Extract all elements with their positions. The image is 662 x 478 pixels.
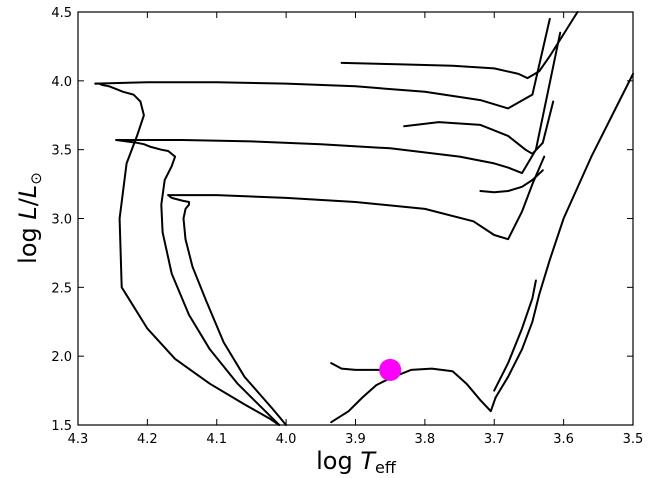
evolution-track-1 [94, 82, 281, 426]
evolution-track-5 [115, 31, 562, 175]
y-tick-label: 4.0 [51, 75, 72, 90]
x-tick-label: 4.3 [68, 432, 89, 447]
evolution-track-4 [115, 139, 281, 426]
evolution-track-2 [94, 17, 551, 110]
y-axis-label: log L/L⊙ [14, 172, 45, 264]
x-axis-label: log Teff [316, 447, 397, 477]
points-layer [379, 358, 402, 381]
y-tick-label: 3.5 [51, 144, 72, 159]
evolution-track-9 [479, 169, 544, 194]
x-tick-label: 4.2 [137, 432, 158, 447]
evolution-track-8 [167, 155, 546, 241]
x-tick-label: 3.6 [553, 432, 574, 447]
ticks-layer: 4.3 4.2 4.1 4.0 3.9 3.8 3.7 3.6 3.5 1.5 2.0 2.5 3.0 3… [51, 6, 643, 447]
evolution-track-3 [340, 11, 579, 80]
x-tick-label: 3.8 [415, 432, 436, 447]
y-tick-label: 3.0 [51, 213, 72, 228]
y-tick-label: 1.5 [51, 419, 72, 434]
plot-frame [77, 11, 634, 426]
evolution-track-10 [330, 367, 497, 424]
x-tick-label: 3.9 [345, 432, 366, 447]
evolution-track-12 [494, 72, 634, 399]
y-tick-label: 4.5 [51, 6, 72, 21]
x-tick-label: 4.0 [276, 432, 297, 447]
x-tick-label: 3.7 [484, 432, 505, 447]
evolution-track-7 [167, 194, 288, 426]
x-tick-label: 3.5 [623, 432, 644, 447]
tracks-layer [94, 11, 634, 426]
evolution-track-6 [403, 100, 555, 155]
highlight-point [379, 358, 402, 381]
y-tick-label: 2.0 [51, 350, 72, 365]
x-tick-label: 4.1 [206, 432, 227, 447]
y-tick-label: 2.5 [51, 281, 72, 296]
evolution-track-13 [493, 279, 537, 392]
